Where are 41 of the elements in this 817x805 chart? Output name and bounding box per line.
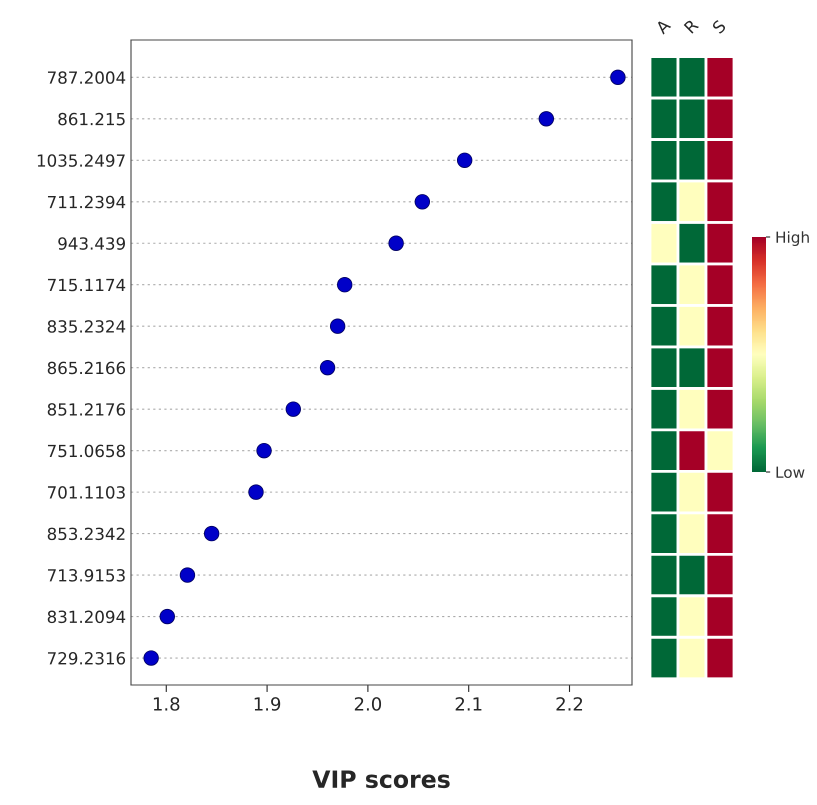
point — [180, 567, 196, 583]
y-tick-label: 787.2004 — [48, 71, 126, 84]
point — [538, 111, 554, 127]
x-tick-label: 2.1 — [456, 697, 482, 711]
x-tick-label: A — [654, 18, 672, 35]
color-bar-label: High — [776, 231, 809, 246]
y-tick-label: 729.2316 — [48, 652, 126, 665]
x-tick-label: R — [684, 18, 700, 34]
x-tick-label: 1.9 — [254, 697, 280, 711]
point — [330, 318, 346, 334]
x-tick-label: S — [712, 19, 727, 34]
point — [320, 360, 336, 376]
color-bar-label: Low — [776, 466, 804, 478]
y-tick-label: 713.9153 — [48, 569, 125, 582]
x-tick-label: 2.0 — [354, 697, 382, 711]
y-tick-label: 701.1103 — [48, 486, 125, 499]
point — [256, 442, 272, 458]
point — [248, 484, 264, 500]
y-tick-label: 751.0658 — [48, 444, 125, 458]
point — [337, 277, 352, 292]
y-tick-label: 715.1174 — [48, 278, 126, 292]
point — [610, 70, 626, 86]
y-tick-label: 831.2094 — [48, 610, 126, 624]
x-axis-title: VIP scores — [312, 770, 450, 788]
y-tick-label: 865.2166 — [48, 362, 126, 374]
x-tick-label: 1.8 — [154, 697, 180, 711]
point — [388, 236, 404, 251]
y-tick-label: 853.2342 — [48, 528, 124, 540]
y-tick-label: 835.2324 — [48, 320, 126, 333]
point — [414, 194, 430, 210]
y-tick-label: 711.2394 — [48, 196, 126, 208]
point — [204, 526, 220, 542]
point — [286, 401, 301, 417]
y-tick-label: 851.2176 — [48, 403, 126, 416]
point — [143, 650, 159, 666]
point — [160, 608, 175, 624]
x-tick-label: 2.2 — [556, 697, 582, 711]
y-tick-label: 943.439 — [58, 237, 125, 250]
y-tick-label: 861.215 — [58, 112, 125, 126]
y-tick-label: 1035.2497 — [38, 154, 125, 167]
point — [456, 152, 472, 168]
